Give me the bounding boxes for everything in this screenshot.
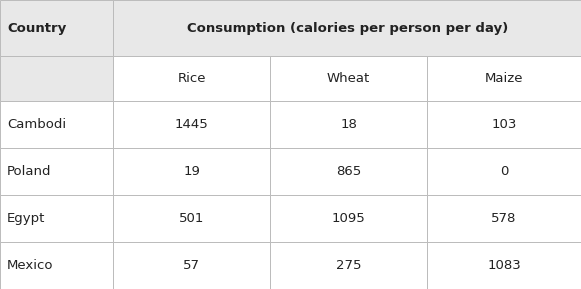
Text: Rice: Rice	[177, 72, 206, 85]
Bar	[427, 101, 581, 148]
Text: Mexico: Mexico	[7, 259, 53, 272]
Text: 1445: 1445	[175, 118, 209, 131]
Text: 19: 19	[183, 165, 200, 178]
Bar	[113, 101, 270, 148]
Bar	[427, 56, 581, 101]
Bar	[427, 195, 581, 242]
Text: 1083: 1083	[487, 259, 521, 272]
Text: Egypt: Egypt	[7, 212, 45, 225]
Text: Cambodi: Cambodi	[7, 118, 66, 131]
Bar	[0, 242, 113, 289]
Bar	[270, 148, 427, 195]
Text: 501: 501	[179, 212, 205, 225]
Bar	[113, 195, 270, 242]
Text: 103: 103	[492, 118, 517, 131]
Bar	[113, 0, 581, 56]
Bar	[0, 148, 113, 195]
Text: Country: Country	[7, 22, 66, 35]
Bar	[270, 195, 427, 242]
Bar	[113, 242, 270, 289]
Text: 865: 865	[336, 165, 361, 178]
Text: Maize: Maize	[485, 72, 523, 85]
Text: 0: 0	[500, 165, 508, 178]
Bar	[270, 56, 427, 101]
Bar	[427, 148, 581, 195]
Bar	[0, 56, 113, 101]
Bar	[0, 195, 113, 242]
Bar	[427, 242, 581, 289]
Text: 578: 578	[492, 212, 517, 225]
Bar	[270, 242, 427, 289]
Bar	[270, 101, 427, 148]
Text: Consumption (calories per person per day): Consumption (calories per person per day…	[187, 22, 508, 35]
Text: Poland: Poland	[7, 165, 52, 178]
Text: 275: 275	[336, 259, 361, 272]
Bar	[0, 101, 113, 148]
Bar	[113, 148, 270, 195]
Text: Wheat: Wheat	[327, 72, 370, 85]
Text: 57: 57	[183, 259, 200, 272]
Text: 1095: 1095	[332, 212, 365, 225]
Bar	[113, 56, 270, 101]
Text: 18: 18	[340, 118, 357, 131]
Bar	[0, 0, 113, 56]
